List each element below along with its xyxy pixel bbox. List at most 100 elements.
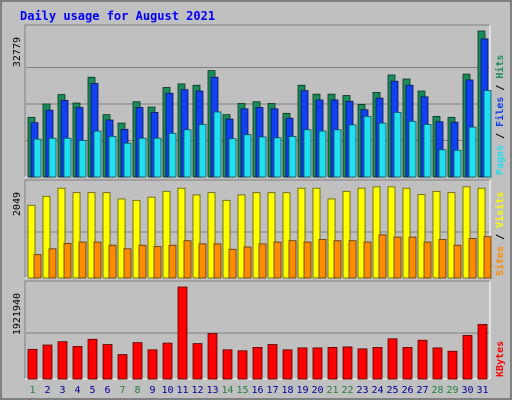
bar-kbytes-day-30 [462,335,473,380]
bar-kbytes-day-4 [72,346,83,380]
day-label-1: 1 [29,385,35,396]
bar-sites-day-10 [168,244,177,279]
bar-kbytes-day-3 [57,341,68,380]
bar-kbytes-day-1 [27,348,38,380]
bar-pages-day-14 [228,138,237,178]
bar-kbytes-day-6 [102,344,113,380]
y-axis-label: Pages / Files / Hits [494,55,506,175]
bar-pages-day-12 [198,124,207,178]
bar-pages-day-13 [213,111,222,178]
bar-pages-day-19 [303,129,312,178]
bar-sites-day-12 [198,243,207,279]
bar-kbytes-day-28 [432,347,443,380]
bar-pages-day-30 [468,126,477,178]
bar-visits-day-23 [357,187,366,279]
bar-kbytes-day-27 [417,339,428,380]
bar-visits-day-30 [462,186,471,279]
bar-visits-day-11 [177,187,186,279]
y-axis-label-separator: / [495,79,506,97]
bar-pages-day-31 [483,90,492,178]
bar-visits-day-18 [282,192,291,279]
bar-kbytes-day-26 [402,347,413,380]
bar-sites-day-11 [183,240,192,279]
bar-pages-day-17 [273,137,282,178]
bar-kbytes-day-15 [237,350,248,380]
bar-sites-day-1 [33,254,42,279]
day-label-5: 5 [89,385,95,396]
day-label-12: 12 [191,385,203,396]
bar-pages-day-29 [453,149,462,178]
bar-pages-day-28 [438,149,447,178]
y-max-label: 1921940 [12,293,23,335]
bar-visits-day-19 [297,187,306,279]
bar-visits-day-29 [447,192,456,279]
day-label-9: 9 [149,385,155,396]
bar-sites-day-25 [393,236,402,279]
day-label-17: 17 [266,385,278,396]
bar-visits-day-4 [72,192,81,279]
bar-visits-day-15 [237,194,246,279]
bar-kbytes-day-8 [132,342,143,380]
bar-visits-day-22 [342,190,351,279]
bar-visits-day-10 [162,190,171,279]
bar-kbytes-day-2 [42,344,53,380]
day-label-10: 10 [161,385,173,396]
bar-visits-day-20 [312,187,321,279]
day-label-23: 23 [356,385,368,396]
y-axis-label-pages: Pages [495,145,506,175]
bar-visits-day-9 [147,196,156,279]
day-label-15: 15 [236,385,248,396]
bar-kbytes-day-19 [297,347,308,380]
day-label-27: 27 [416,385,428,396]
bar-sites-day-29 [453,244,462,279]
bar-sites-day-17 [273,241,282,279]
bar-pages-day-24 [378,122,387,178]
bar-sites-day-26 [408,236,417,279]
bar-sites-day-15 [243,246,252,279]
day-label-7: 7 [119,385,125,396]
bar-sites-day-21 [333,240,342,279]
bar-pages-day-18 [288,136,297,178]
day-label-26: 26 [401,385,413,396]
bar-visits-day-8 [132,199,141,279]
bar-visits-day-7 [117,198,126,279]
day-label-22: 22 [341,385,353,396]
bar-pages-day-27 [423,124,432,178]
bar-sites-day-3 [63,243,72,279]
bar-pages-day-22 [348,124,357,178]
bar-visits-day-13 [207,192,216,279]
day-label-25: 25 [386,385,398,396]
bar-visits-day-5 [87,192,96,279]
bar-sites-day-19 [303,241,312,279]
bar-visits-day-14 [222,199,231,279]
y-max-label: 2049 [12,192,23,216]
bar-sites-day-16 [258,243,267,279]
bar-pages-day-1 [33,138,42,178]
bar-sites-day-13 [213,243,222,279]
bar-kbytes-day-20 [312,347,323,380]
bar-visits-day-3 [57,187,66,279]
bar-sites-day-18 [288,240,297,279]
bar-pages-day-10 [168,132,177,178]
bar-sites-day-9 [153,246,162,279]
bar-pages-day-9 [153,137,162,178]
bar-visits-day-1 [27,204,36,279]
day-label-8: 8 [134,385,140,396]
bar-kbytes-day-10 [162,342,173,380]
bar-pages-day-23 [363,116,372,178]
bar-pages-day-26 [408,120,417,178]
bar-visits-day-27 [417,194,426,279]
day-label-13: 13 [206,385,218,396]
bar-pages-day-8 [138,137,147,178]
bar-visits-day-16 [252,192,261,279]
bar-pages-day-2 [48,137,57,178]
bar-pages-day-7 [123,142,132,178]
day-label-31: 31 [476,385,488,396]
day-label-4: 4 [74,385,80,396]
bar-visits-day-24 [372,186,381,279]
bar-visits-day-17 [267,192,276,279]
bar-pages-day-6 [108,136,117,178]
bar-pages-day-3 [63,137,72,178]
day-label-20: 20 [311,385,323,396]
day-label-16: 16 [251,385,263,396]
